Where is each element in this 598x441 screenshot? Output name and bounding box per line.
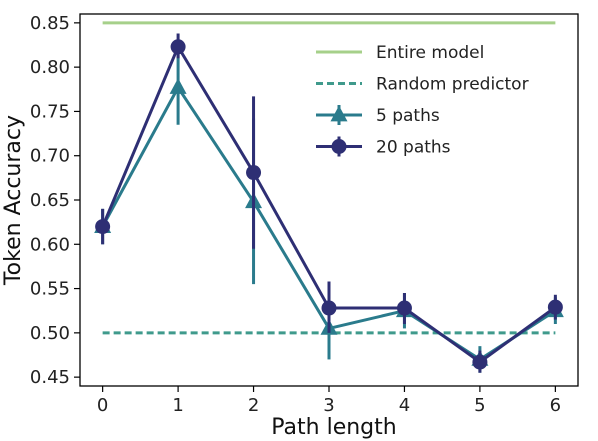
- data-point: [170, 39, 186, 55]
- x-tick-label: 5: [474, 395, 485, 416]
- data-point: [396, 300, 412, 316]
- plot-area: [94, 21, 564, 373]
- legend-marker: [331, 139, 347, 154]
- y-axis-label: Token Accuracy: [1, 115, 26, 286]
- data-point: [472, 354, 488, 370]
- x-tick-label: 6: [550, 395, 561, 416]
- legend-label: 20 paths: [376, 138, 451, 158]
- x-tick-label: 1: [172, 395, 183, 416]
- y-tick-label: 0.55: [30, 279, 70, 300]
- y-tick-label: 0.60: [30, 234, 70, 255]
- x-axis-label: Path length: [271, 415, 396, 440]
- y-tick-label: 0.65: [30, 190, 70, 211]
- series-2: [95, 33, 563, 373]
- legend-entry-1: Entire model: [316, 43, 484, 63]
- x-tick-label: 4: [399, 395, 410, 416]
- y-tick-label: 0.70: [30, 146, 70, 167]
- axes: 0 1 2 3 4 5 6 0.45 0.50 0.55 0.60 0.65 0.70 0.75 0.80 0…: [30, 13, 561, 416]
- data-point: [246, 165, 262, 181]
- x-tick-label: 2: [248, 395, 259, 416]
- data-point: [547, 299, 563, 315]
- y-tick-label: 0.50: [30, 323, 70, 344]
- x-tick-label: 0: [97, 395, 108, 416]
- legend-entry-2: Random predictor: [316, 75, 529, 95]
- legend-label: Random predictor: [376, 75, 529, 95]
- y-tick-label: 0.80: [30, 57, 70, 78]
- data-point: [321, 300, 337, 316]
- y-tick-label: 0.85: [30, 13, 70, 34]
- legend-marker: [330, 105, 348, 122]
- legend-label: 5 paths: [376, 106, 440, 126]
- legend-label: Entire model: [376, 43, 484, 63]
- data-point: [169, 78, 187, 94]
- legend-entry-4: 20 paths: [316, 136, 451, 158]
- y-tick-label: 0.45: [30, 367, 70, 388]
- legend: Entire model Random predictor 5 paths 20 pa…: [316, 43, 529, 158]
- x-tick-label: 3: [323, 395, 334, 416]
- data-point: [95, 219, 111, 235]
- y-tick-label: 0.75: [30, 101, 70, 122]
- legend-entry-3: 5 paths: [316, 105, 440, 126]
